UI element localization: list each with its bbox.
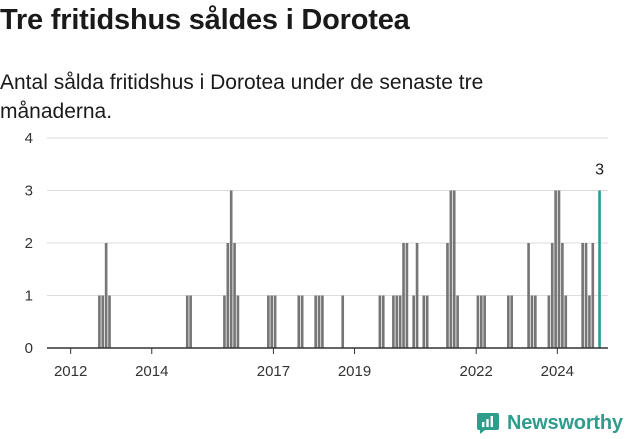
bar — [422, 295, 426, 348]
y-tick-label: 4 — [25, 130, 33, 147]
bar — [270, 295, 274, 348]
x-tick-label: 2012 — [54, 363, 87, 380]
bar — [452, 190, 456, 348]
bar — [591, 243, 595, 348]
brand-name: Newsworthy — [507, 411, 623, 434]
bar — [425, 295, 429, 348]
chart-title: Tre fritidshus såldes i Dorotea — [0, 4, 410, 36]
bar — [530, 295, 534, 348]
bar — [300, 295, 304, 348]
bar — [547, 295, 551, 348]
bar — [476, 295, 480, 348]
bar — [561, 243, 564, 348]
newsworthy-logo: Newsworthy — [476, 408, 623, 438]
y-tick-label: 3 — [25, 183, 33, 200]
bar — [446, 243, 449, 348]
bar — [223, 295, 226, 348]
y-tick-label: 2 — [25, 235, 33, 252]
gridlines — [47, 137, 608, 296]
bar — [381, 295, 385, 348]
bar — [226, 243, 230, 348]
bar — [588, 295, 591, 348]
x-tick-label: 2019 — [338, 363, 371, 380]
bar — [392, 295, 395, 348]
bar — [395, 295, 399, 348]
x-tick-label: 2014 — [135, 363, 168, 380]
bar — [415, 243, 419, 348]
bar — [101, 295, 105, 348]
bar-chart: 0 1 2 3 4 2012 2014 2017 2019 2022 2024 3 — [25, 130, 608, 380]
bar — [456, 295, 459, 348]
bar — [229, 190, 233, 348]
bar — [554, 190, 557, 348]
bar — [510, 295, 514, 348]
bar — [506, 295, 510, 348]
axes: 0 1 2 3 4 2012 2014 2017 2019 2022 2024 — [25, 130, 608, 380]
bar — [104, 243, 108, 348]
bar — [378, 295, 382, 348]
bar — [564, 295, 568, 348]
y-tick-label: 1 — [25, 288, 33, 305]
bar — [402, 243, 405, 348]
bar — [534, 295, 537, 348]
bar — [412, 295, 415, 348]
bar — [527, 243, 530, 348]
bars — [98, 190, 601, 348]
bar — [108, 295, 111, 348]
data-label: 3 — [595, 162, 604, 179]
bar — [185, 295, 189, 348]
y-tick-label: 0 — [25, 340, 33, 357]
bar — [233, 243, 236, 348]
bar — [98, 295, 101, 348]
bar — [479, 295, 483, 348]
bar — [314, 295, 317, 348]
bar — [550, 243, 554, 348]
bar — [297, 295, 301, 348]
bar — [317, 295, 321, 348]
x-tick-label: 2017 — [257, 363, 290, 380]
bar — [483, 295, 486, 348]
bar — [557, 190, 561, 348]
bar — [267, 295, 270, 348]
bar — [321, 295, 324, 348]
x-tick-label: 2022 — [460, 363, 493, 380]
bar — [398, 295, 402, 348]
bar — [584, 243, 588, 348]
newsworthy-icon — [477, 413, 499, 434]
bar — [341, 295, 345, 348]
bar — [449, 190, 453, 348]
bar — [273, 295, 277, 348]
chart-subtitle: Antal sålda fritidshus i Dorotea under d… — [0, 71, 484, 123]
highlight-bar — [598, 190, 601, 348]
bar — [236, 295, 240, 348]
data-labels: 3 — [595, 162, 604, 179]
bar — [581, 243, 584, 348]
bar — [189, 295, 192, 348]
x-tick-label: 2024 — [541, 363, 574, 380]
bar — [405, 243, 409, 348]
